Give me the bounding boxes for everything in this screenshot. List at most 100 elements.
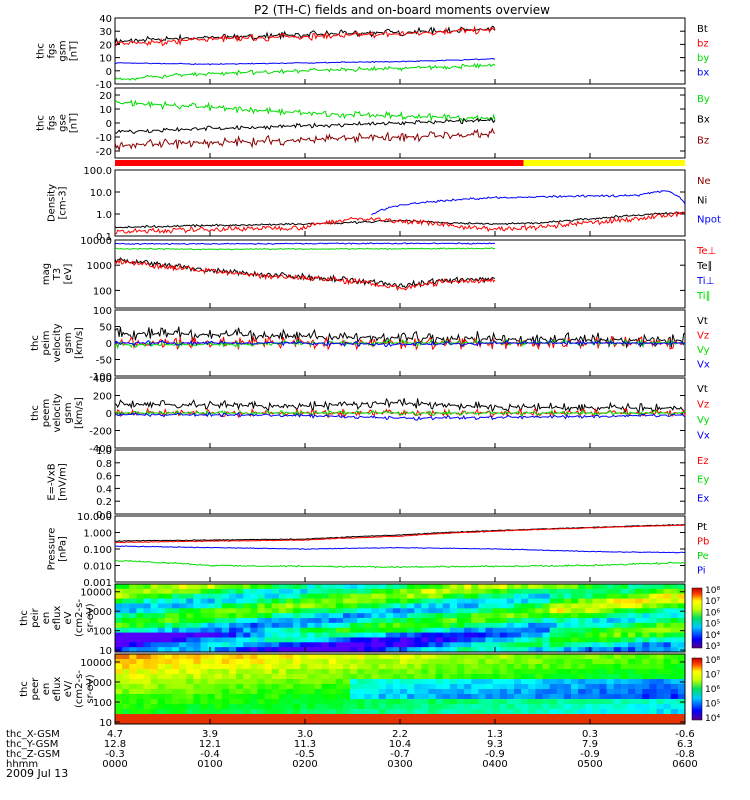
spectrum-cell <box>642 684 650 690</box>
spectrum-cell <box>613 632 622 638</box>
spectrum-cell <box>670 689 679 695</box>
spectrum-cell <box>186 608 194 614</box>
spectrum-cell <box>278 622 287 629</box>
spectrum-cell <box>157 654 166 660</box>
spectrum-cell <box>628 603 636 609</box>
spectrum-cell <box>464 603 472 609</box>
spectrum-cell <box>229 632 237 638</box>
spectrum-cell <box>186 632 194 638</box>
spectrum-cell <box>506 654 515 660</box>
spectrum-cell <box>642 679 650 685</box>
spectrum-cell <box>122 714 130 720</box>
spectrum-cell <box>592 622 600 629</box>
spectrum-cell <box>193 709 201 715</box>
spectrum-cell <box>307 699 315 705</box>
spectrum-cell <box>563 588 572 595</box>
spectrum-cell <box>364 642 372 648</box>
spectrum-cell <box>371 694 380 700</box>
spectrum-cell <box>264 632 273 638</box>
spectrum-cell <box>286 637 294 643</box>
spectrum-cell <box>172 664 180 670</box>
spectrum-cell <box>236 622 244 629</box>
spectrum-cell <box>656 654 665 660</box>
spectrum-cell <box>514 714 522 720</box>
spectrum-cell <box>271 699 280 705</box>
spectrum-cell <box>442 608 451 614</box>
spectrum-cell <box>464 598 472 604</box>
spectrum-cell <box>307 669 315 675</box>
spectrum-cell <box>449 699 458 705</box>
spectrum-cell <box>350 699 358 705</box>
spectrum-cell <box>164 664 173 670</box>
spectrum-cell <box>599 699 608 705</box>
spectrum-cell <box>278 669 287 675</box>
spectrum-cell <box>179 699 187 705</box>
spectrum-cell <box>656 679 665 685</box>
spectrum-cell <box>628 622 636 629</box>
spectrum-cell <box>599 684 608 690</box>
spectrum-cell <box>677 674 686 680</box>
spectrum-cell <box>115 622 123 629</box>
spectrum-cell <box>264 694 273 700</box>
spectrum-cell <box>521 632 529 638</box>
spectrum-cell <box>542 647 551 653</box>
spectrum-cell <box>613 637 622 643</box>
legend-entry: Ne <box>697 176 711 187</box>
spectrum-cell <box>563 618 572 624</box>
spectrum-cell <box>293 647 301 653</box>
spectrum-cell <box>271 613 280 619</box>
spectrum-cell <box>435 608 444 614</box>
spectrum-cell <box>243 679 251 685</box>
spectrum-cell <box>179 714 187 720</box>
spectrum-cell <box>400 618 408 624</box>
spectrum-cell <box>321 699 330 705</box>
spectrum-cell <box>115 674 123 680</box>
spectrum-cell <box>157 679 166 685</box>
spectrum-cell <box>599 654 608 660</box>
spectrum-cell <box>556 684 565 690</box>
spectrum-cell <box>663 654 672 660</box>
spectrum-cell <box>421 699 429 705</box>
spectrum-cell <box>585 704 593 710</box>
spectrum-cell <box>214 642 223 648</box>
spectrum-cell <box>307 632 315 638</box>
x-tick-label: 0300 <box>387 759 412 770</box>
spectrum-cell <box>179 603 187 609</box>
spectrum-cell <box>464 684 472 690</box>
y-tick-label: 40 <box>99 14 112 25</box>
spectrum-cell <box>585 603 593 609</box>
spectrum-cell <box>300 704 308 710</box>
spectrum-cell <box>571 622 579 629</box>
spectrum-cell <box>150 699 159 705</box>
spectrum-cell <box>592 719 600 725</box>
spectrum-cell <box>314 699 323 705</box>
spectrum-cell <box>635 709 643 715</box>
spectrum-cell <box>549 654 558 660</box>
spectrum-cell <box>321 598 330 604</box>
spectrum-cell <box>200 674 209 680</box>
spectrum-cell <box>549 608 558 614</box>
spectrum-cell <box>207 618 216 624</box>
spectrum-cell <box>350 627 358 634</box>
spectrum-cell <box>635 689 643 695</box>
spectrum-cell <box>492 714 501 720</box>
spectrum-cell <box>307 637 315 643</box>
spectrum-cell <box>271 627 280 634</box>
spectrum-cell <box>628 674 636 680</box>
x-tick-label: -0.4 <box>200 749 220 760</box>
spectrum-cell <box>286 584 294 590</box>
spectrum-cell <box>535 669 543 675</box>
spectrum-cell <box>528 618 536 624</box>
spectrum-cell <box>642 642 650 648</box>
spectrum-cell <box>613 674 622 680</box>
spectrum-cell <box>179 684 187 690</box>
spectrum-cell <box>642 608 650 614</box>
spectrum-cell <box>514 642 522 648</box>
spectrum-cell <box>571 709 579 715</box>
y-tick-label: 0.4 <box>96 484 112 495</box>
spectrum-cell <box>164 654 173 660</box>
y-tick-label: 0.001 <box>83 578 112 589</box>
y-axis-label: Pressure[nPa] <box>47 528 69 571</box>
spectrum-cell <box>613 714 622 720</box>
spectrum-cell <box>221 699 230 705</box>
